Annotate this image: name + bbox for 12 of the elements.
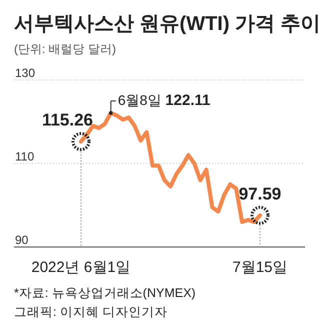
chart-title: 서부텍사스산 원유(WTI) 가격 추이 [14,13,320,35]
text: *자료: 뉴욕상업거래소(NYMEX) [14,286,196,300]
y-tick-label: 90 [15,233,29,247]
annotation: 97.59 [238,184,282,204]
annotation: 6월8일 122.11 [118,92,210,109]
x-tick-label: 7월15일 [232,259,288,276]
annotation: 115.26 [42,110,93,130]
y-tick-label: 130 [15,66,36,80]
y-tick-label: 110 [15,150,34,164]
x-tick-label: 2022년 6월1일 [31,259,131,276]
text: 그래픽: 이지혜 디자인기자 [14,305,168,319]
chart-subtitle: (단위: 배럴당 달러) [14,42,116,56]
